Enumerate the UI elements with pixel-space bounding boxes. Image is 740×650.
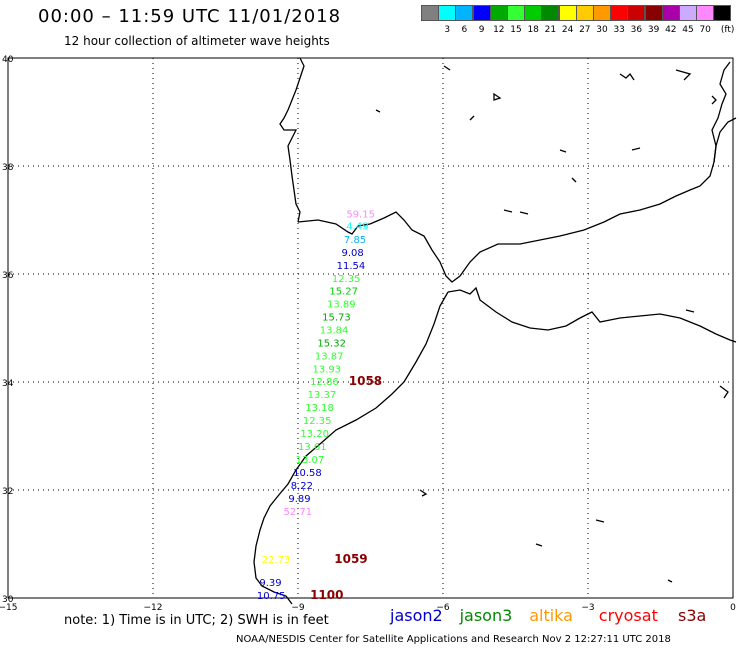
wave-height-value: 15.32 <box>317 338 346 349</box>
wave-height-value: 15.73 <box>322 312 351 323</box>
wave-height-value: 13.61 <box>298 442 327 453</box>
lon-tick-label: −15 <box>0 603 18 613</box>
wave-height-value: 13.89 <box>327 299 356 310</box>
scale-label: 6 <box>461 25 468 35</box>
coastline-morocco <box>447 286 737 343</box>
scale-label: 39 <box>647 25 660 35</box>
scale-label: 45 <box>682 25 694 35</box>
lat-tick-label: 30 <box>2 595 14 605</box>
wave-height-value: 9.08 <box>342 248 364 259</box>
lon-tick-label: −3 <box>581 603 594 613</box>
lon-tick-label: −9 <box>291 603 305 613</box>
wave-height-value: 15.27 <box>329 287 358 298</box>
page-title: 00:00 – 11:59 UTC 11/01/2018 <box>38 6 342 27</box>
page-subtitle: 12 hour collection of altimeter wave hei… <box>64 34 330 48</box>
wave-height-value: 13.93 <box>313 364 342 375</box>
track-time-label: 1059 <box>334 552 367 566</box>
scale-unit: (ft) <box>720 25 735 35</box>
coastline-algarve-spain <box>297 117 737 283</box>
lat-tick-label: 36 <box>2 271 14 281</box>
lat-tick-label: 40 <box>2 55 14 65</box>
lat-tick-label: 34 <box>2 379 14 389</box>
lon-tick-label: 0 <box>730 603 736 613</box>
axis-tick-labels: −15 −12 −9 −6 −3 0 40 38 36 34 32 30 <box>0 55 736 613</box>
wave-height-value: 12.35 <box>303 416 332 427</box>
scale-label: 33 <box>613 25 625 35</box>
coastline-portugal <box>279 57 305 223</box>
scale-label: 30 <box>596 25 608 35</box>
scale-label: 3 <box>444 25 451 35</box>
lon-tick-label: −12 <box>144 603 163 613</box>
satellite-name: cryosat <box>598 606 658 625</box>
wave-height-value: 10.58 <box>293 468 322 479</box>
coastline-morocco-atlantic <box>253 291 449 605</box>
wave-height-value: 12.35 <box>332 274 361 285</box>
wave-height-value: 7.85 <box>344 235 366 246</box>
wave-height-value: 13.37 <box>308 390 337 401</box>
wave-height-value: 8.22 <box>291 481 313 492</box>
coastline-spain-east <box>711 61 731 163</box>
track-time-label: 1100 <box>310 588 343 602</box>
lat-tick-label: 32 <box>2 487 13 497</box>
wave-height-value: 22.73 <box>262 555 291 566</box>
wave-height-value: 13.84 <box>320 325 349 336</box>
coastline <box>253 57 737 605</box>
satellite-name: jason2 <box>390 606 443 625</box>
satellite-name: altika <box>529 606 573 625</box>
wave-height-value: 59.15 <box>346 209 375 220</box>
scale-label: 21 <box>544 25 557 35</box>
scale-label: 36 <box>630 25 643 35</box>
wave-height-value: 13.20 <box>300 429 329 440</box>
scale-label: 9 <box>478 25 485 35</box>
map-frame <box>7 57 734 599</box>
scale-label: 70 <box>699 25 711 35</box>
wave-height-value: 10.75 <box>257 591 286 602</box>
scale-swatch <box>713 5 732 21</box>
wave-height-value: 13.18 <box>305 403 334 414</box>
lon-tick-label: −6 <box>436 603 450 613</box>
wave-height-value: 52.71 <box>284 507 313 518</box>
footer-note: note: 1) Time is in UTC; 2) SWH is in fe… <box>64 613 329 628</box>
track-time-label: 1058 <box>349 374 382 388</box>
wave-height-value: 11.54 <box>337 261 366 272</box>
satellite-name: s3a <box>678 606 707 625</box>
scale-label: 15 <box>510 25 522 35</box>
scale-label: 27 <box>579 25 591 35</box>
footer-credit: NOAA/NESDIS Center for Satellite Applica… <box>236 634 671 645</box>
scale-label: 24 <box>561 25 574 35</box>
scale-label: 12 <box>493 25 505 35</box>
wave-height-value: 4.49 <box>346 222 368 233</box>
lat-lon-grid <box>7 57 734 599</box>
scale-label: 42 <box>665 25 677 35</box>
wave-height-value: 13.07 <box>296 455 325 466</box>
lat-tick-label: 38 <box>2 163 14 173</box>
wave-height-value: 9.89 <box>288 494 310 505</box>
wave-height-value: 9.39 <box>259 578 281 589</box>
satellite-name: jason3 <box>459 606 513 625</box>
scale-label: 18 <box>527 25 539 35</box>
wave-height-value: 12.86 <box>310 377 339 388</box>
wave-height-value: 13.87 <box>315 351 344 362</box>
